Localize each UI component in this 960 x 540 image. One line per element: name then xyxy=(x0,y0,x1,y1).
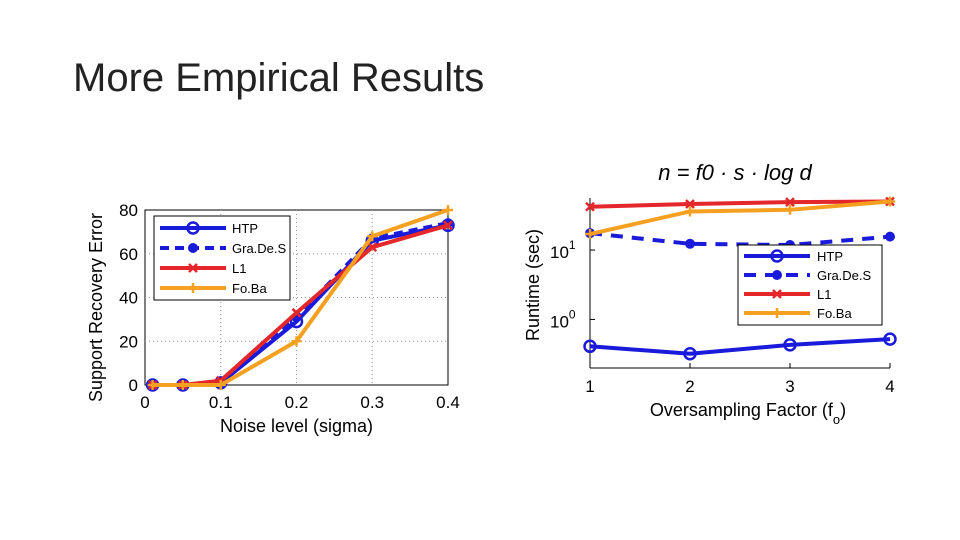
series-line xyxy=(589,231,891,248)
data-point xyxy=(785,197,795,208)
slide-title: More Empirical Results xyxy=(73,56,485,100)
y-tick-label: 100 xyxy=(550,307,576,331)
series-line xyxy=(589,199,891,237)
x-tick-label: 0.3 xyxy=(360,393,384,412)
data-point xyxy=(443,220,453,231)
legend-label: L1 xyxy=(817,287,831,302)
x-tick-label: 0.2 xyxy=(285,393,309,412)
legend-marker xyxy=(770,249,784,263)
data-point xyxy=(685,238,695,249)
series-foba xyxy=(147,205,453,390)
data-point xyxy=(785,204,795,215)
data-point xyxy=(783,338,797,352)
data-point xyxy=(883,332,897,346)
legend-marker xyxy=(188,243,198,253)
data-point xyxy=(585,229,595,240)
data-point xyxy=(685,199,695,209)
legend-label: Fo.Ba xyxy=(232,281,267,296)
legend-marker xyxy=(188,263,198,273)
y-axis-label: Support Recovery Error xyxy=(86,213,106,402)
x-axis-label-main: Oversampling Factor (f xyxy=(650,400,834,420)
x-tick-label: 4 xyxy=(885,377,894,396)
legend-marker xyxy=(188,283,198,293)
legend-label: Fo.Ba xyxy=(817,306,852,321)
series-foba xyxy=(585,196,895,240)
y-tick-label: 40 xyxy=(119,289,138,308)
data-point xyxy=(147,380,158,390)
series-line xyxy=(152,221,449,387)
legend: HTP Gra.De.S L1 Fo.Ba xyxy=(737,244,883,326)
y-tick-label: 60 xyxy=(119,245,138,264)
data-point xyxy=(683,347,697,361)
data-point xyxy=(885,231,895,242)
legend-label: HTP xyxy=(232,221,258,236)
y-tick-exponent: 0 xyxy=(569,307,576,321)
data-point xyxy=(367,242,378,253)
data-point xyxy=(685,206,695,217)
x-axis-label: Oversampling Factor (fo) xyxy=(650,400,846,427)
y-axis-label: Runtime (sec) xyxy=(523,229,543,341)
x-tick-label: 3 xyxy=(785,377,794,396)
y-tick-exponent: 1 xyxy=(569,238,576,252)
y-tick-label: 20 xyxy=(119,332,138,351)
data-point xyxy=(291,307,302,318)
legend-label: Gra.De.S xyxy=(817,268,872,283)
legend-label: Gra.De.S xyxy=(232,241,287,256)
series-line xyxy=(589,199,891,209)
data-point xyxy=(585,201,595,212)
x-tick-label: 0.4 xyxy=(436,393,460,412)
series-line xyxy=(589,337,891,356)
x-axis-label: Noise level (sigma) xyxy=(220,416,373,436)
data-point xyxy=(177,380,188,390)
x-tick-label: 0.1 xyxy=(209,393,233,412)
x-tick-label: 2 xyxy=(685,377,694,396)
series-line xyxy=(152,208,449,387)
y-tick-base: 10 xyxy=(550,312,569,331)
legend-label: L1 xyxy=(232,261,246,276)
legend: HTP Gra.De.S L1 Fo.Ba xyxy=(153,215,291,301)
y-tick-base: 10 xyxy=(550,243,569,262)
legend-marker xyxy=(772,270,782,280)
x-axis-label-subscript: o xyxy=(833,412,840,427)
data-point xyxy=(215,380,226,390)
y-tick-label: 80 xyxy=(119,201,138,220)
data-point xyxy=(367,231,378,242)
series-l1 xyxy=(585,196,895,212)
x-tick-label: 0 xyxy=(140,393,149,412)
x-axis-label-close: ) xyxy=(840,400,846,420)
chart-title: n = f0 · s · log d xyxy=(658,160,812,185)
legend-marker xyxy=(772,289,782,299)
y-tick-label: 0 xyxy=(129,376,138,395)
legend-marker xyxy=(772,308,782,318)
data-point xyxy=(583,339,597,354)
y-tick-label: 101 xyxy=(550,238,576,262)
data-point xyxy=(885,196,895,207)
data-point xyxy=(443,205,453,215)
legend-label: HTP xyxy=(817,249,843,264)
series-htp xyxy=(583,332,897,361)
x-tick-label: 1 xyxy=(585,377,594,396)
data-point xyxy=(291,336,302,347)
legend-marker xyxy=(186,221,200,235)
